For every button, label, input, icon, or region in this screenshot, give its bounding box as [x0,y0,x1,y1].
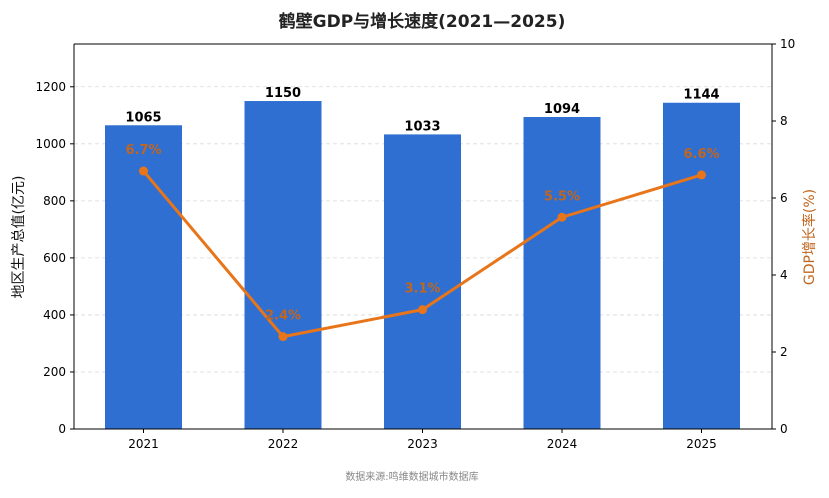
bar-value-label: 1144 [683,88,719,103]
gridlines [74,86,772,373]
bar [105,125,182,430]
y-axis-label-left: 地区生产总值(亿元) [11,176,27,299]
tick-labels: 0 200 400 600 800 1000 1200 0 2 4 6 8 10 2021 2022 2023… [35,37,795,451]
y-tick-label-right: 4 [780,268,788,282]
y-tick-label-right: 0 [780,422,788,436]
data-labels: 1065 1150 1033 1094 1144 6.7% 2.4% 3.1% 5.5% 6.6% [125,86,719,324]
rate-point [697,170,706,180]
bar [384,134,461,430]
bar [523,117,601,429]
y-axis-label-right: GDP增长率(%) [801,189,818,285]
rate-value-label: 6.7% [125,143,161,158]
x-tick-label: 2022 [268,437,299,451]
rate-point [557,212,567,222]
x-tick-label: 2021 [128,437,159,451]
rate-value-label: 3.1% [404,282,440,297]
bar-value-label: 1033 [404,119,440,134]
y-tick-label-left: 400 [43,308,66,322]
bar-value-label: 1065 [125,110,161,125]
y-tick-label-right: 8 [780,114,788,128]
y-tick-label-right: 2 [780,345,788,359]
source-note: 数据来源:鸣维数据城市数据库 [345,470,478,483]
rate-point [278,332,288,342]
rate-point [139,166,148,176]
y-tick-label-left: 200 [43,365,66,379]
bar-series [105,101,740,430]
rate-value-label: 6.6% [683,147,719,162]
bar-value-label: 1094 [544,102,580,117]
bar [663,102,740,430]
chart-title: 鹤壁GDP与增长速度(2021—2025) [279,11,566,32]
rate-line-series [139,166,706,342]
y-tick-label-left: 1000 [35,137,66,151]
y-tick-label-right: 10 [780,37,795,51]
x-tick-label: 2025 [686,437,717,451]
rate-value-label: 5.5% [544,189,580,204]
y-tick-label-left: 600 [43,251,66,265]
rate-value-label: 2.4% [265,309,301,324]
x-tick-label: 2023 [407,437,438,451]
y-tick-label-right: 6 [780,191,788,205]
y-tick-label-left: 1200 [35,80,66,94]
rate-point [418,305,427,315]
bar [244,101,322,429]
y-tick-label-left: 800 [43,194,66,208]
bar-value-label: 1150 [265,86,301,101]
y-tick-label-left: 0 [58,422,66,436]
x-tick-label: 2024 [547,437,578,451]
